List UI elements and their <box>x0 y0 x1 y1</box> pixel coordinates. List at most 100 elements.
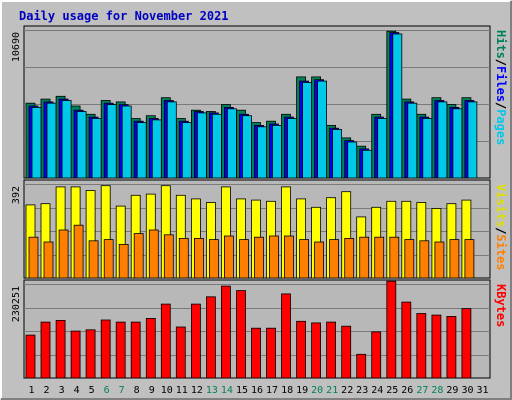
bar-sites-day-15 <box>239 239 249 279</box>
bar-sites-day-13 <box>208 239 219 279</box>
bar-kbytes-day-29 <box>446 315 457 379</box>
bar-kbytes-day-9 <box>145 317 156 379</box>
x-tick-label-day-13: 13 <box>206 385 218 396</box>
x-tick-label-day-14: 14 <box>221 385 233 396</box>
bar-kbytes-day-2 <box>40 321 51 379</box>
x-tick-label-day-27: 27 <box>416 385 428 396</box>
x-tick-label-day-25: 25 <box>386 385 398 396</box>
bar-sites-day-28 <box>434 241 445 279</box>
bar-sites-day-27 <box>419 240 430 279</box>
bar-pages-day-19 <box>302 82 313 179</box>
bar-sites-day-14 <box>223 235 234 279</box>
bar-sites-day-21 <box>329 239 340 279</box>
bar-pages-day-14 <box>226 108 237 179</box>
bar-kbytes-day-30 <box>461 308 472 379</box>
bar-sites-day-25 <box>389 236 400 279</box>
legend-separator: / <box>494 59 508 66</box>
x-tick-label-day-11: 11 <box>176 385 188 396</box>
x-tick-label-day-12: 12 <box>191 385 203 396</box>
bar-kbytes-day-22 <box>341 325 352 379</box>
bar-sites-day-11 <box>178 237 189 279</box>
bar-sites-day-22 <box>344 237 355 279</box>
x-tick-label-day-21: 21 <box>326 385 338 396</box>
x-tick-label-day-24: 24 <box>371 385 383 396</box>
bar-sites-day-6 <box>103 239 114 279</box>
legend-label-visits: Visits <box>494 184 508 227</box>
bar-sites-day-8 <box>133 233 144 279</box>
x-tick-label-day-4: 4 <box>74 385 80 396</box>
x-tick-label-day-29: 29 <box>446 385 458 396</box>
bar-pages-day-13 <box>211 113 222 179</box>
bar-sites-day-2 <box>43 241 54 279</box>
bar-pages-day-6 <box>106 104 117 179</box>
bar-pages-day-11 <box>181 122 192 179</box>
bar-pages-day-27 <box>422 118 433 179</box>
bar-kbytes-day-18 <box>281 293 291 379</box>
bar-pages-day-12 <box>196 112 207 179</box>
x-tick-label-day-28: 28 <box>431 385 443 396</box>
bar-sites-day-29 <box>449 239 460 279</box>
legend-separator: / <box>494 227 508 234</box>
bar-pages-day-8 <box>136 122 147 179</box>
bar-kbytes-day-11 <box>175 326 186 379</box>
bar-pages-day-2 <box>46 102 57 179</box>
bar-sites-day-9 <box>148 229 159 279</box>
bar-kbytes-day-28 <box>431 314 442 379</box>
x-tick-label-day-7: 7 <box>119 385 125 396</box>
bar-pages-day-4 <box>76 111 87 179</box>
x-tick-label-day-2: 2 <box>43 385 49 396</box>
bar-kbytes-day-6 <box>100 319 111 379</box>
bar-sites-day-1 <box>28 236 39 279</box>
bar-kbytes-day-10 <box>160 303 171 379</box>
panel-hits-files-pages: 10690 Hits/Files/Pages <box>11 25 508 179</box>
bar-kbytes-day-26 <box>401 301 412 379</box>
bar-kbytes-day-25 <box>386 280 397 379</box>
bar-kbytes-day-27 <box>416 313 427 379</box>
x-axis-labels: 1 2 3 4 5 6 7 8 9 10 11 12 13 14 15 16 17 18 19 20 21 22 23 24 2… <box>28 385 488 396</box>
bar-sites-day-4 <box>73 224 84 279</box>
bar-kbytes-day-8 <box>130 321 141 379</box>
bar-pages-day-25 <box>392 33 403 179</box>
bar-kbytes-day-12 <box>190 303 201 379</box>
bar-pages-day-28 <box>437 101 448 179</box>
bar-kbytes-day-15 <box>236 290 246 379</box>
x-tick-label-day-23: 23 <box>356 385 368 396</box>
x-tick-label-day-16: 16 <box>251 385 263 396</box>
bar-sites-day-23 <box>359 236 370 279</box>
bar-pages-day-21 <box>332 129 343 179</box>
bar-pages-day-30 <box>467 101 478 179</box>
bar-kbytes-day-16 <box>251 327 261 379</box>
legend-label-hits: Hits <box>494 30 508 59</box>
x-tick-label-day-6: 6 <box>104 385 110 396</box>
bar-sites-day-10 <box>163 234 174 279</box>
x-tick-label-day-10: 10 <box>161 385 173 396</box>
bar-pages-day-15 <box>242 115 252 179</box>
x-tick-label-day-31: 31 <box>476 385 488 396</box>
bar-pages-day-26 <box>407 102 418 179</box>
bar-pages-day-18 <box>287 118 297 179</box>
bar-pages-day-3 <box>61 100 72 179</box>
bar-sites-day-5 <box>88 240 99 279</box>
bar-sites-day-20 <box>314 241 325 279</box>
bar-sites-day-18 <box>284 235 294 279</box>
panel-visits-sites: 392 Visits/Sites <box>11 179 508 279</box>
legend-visits-sites: Visits/Sites <box>494 184 508 271</box>
bar-pages-day-22 <box>347 141 358 179</box>
bar-kbytes-day-20 <box>311 322 322 379</box>
bar-pages-day-23 <box>362 149 373 179</box>
bar-kbytes-day-24 <box>371 331 382 379</box>
bar-kbytes-day-23 <box>356 353 367 379</box>
x-tick-label-day-8: 8 <box>134 385 140 396</box>
x-tick-label-day-15: 15 <box>236 385 248 396</box>
bar-pages-day-7 <box>121 105 132 179</box>
x-tick-label-day-22: 22 <box>341 385 353 396</box>
ymax-label-kbytes: 230251 <box>11 286 22 322</box>
bar-sites-day-24 <box>374 236 385 279</box>
legend-label-files: Files <box>494 66 508 102</box>
bar-pages-day-9 <box>151 119 162 179</box>
legend-label-kbytes: KBytes <box>494 284 508 327</box>
legend-separator: / <box>494 102 508 109</box>
